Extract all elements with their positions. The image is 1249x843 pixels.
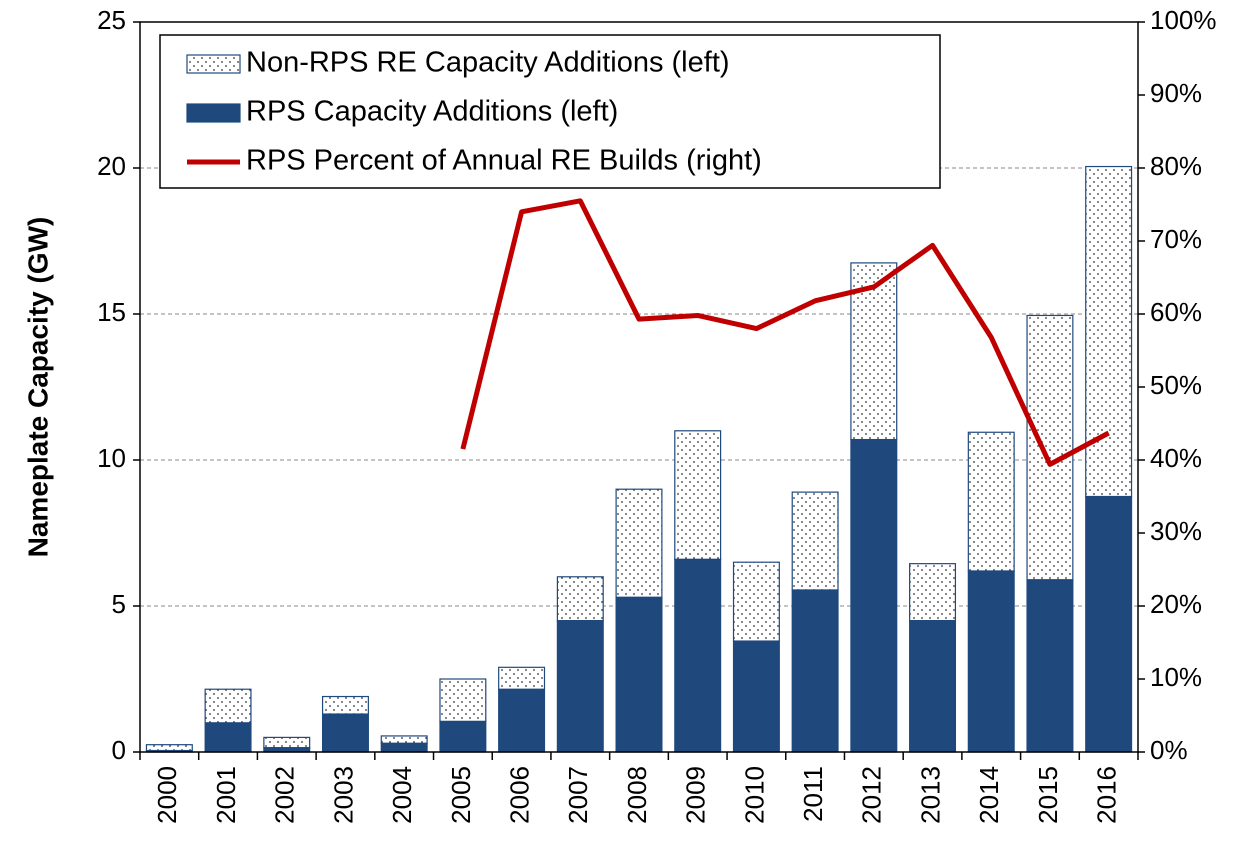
- y2-tick-label: 70%: [1150, 224, 1202, 254]
- x-tick-label: 2008: [622, 766, 652, 824]
- y-tick-label: 15: [97, 297, 126, 327]
- bar: [556, 619, 604, 753]
- bar: [850, 438, 898, 753]
- bar: [498, 666, 546, 690]
- x-tick-label: 2010: [739, 766, 769, 824]
- bar: [1026, 314, 1074, 581]
- bar: [556, 576, 604, 622]
- x-tick-label: 2002: [270, 766, 300, 824]
- bar: [145, 744, 193, 752]
- bar: [732, 640, 780, 753]
- bar: [615, 596, 663, 753]
- y2-tick-label: 80%: [1150, 151, 1202, 181]
- bar: [674, 430, 722, 560]
- bar: [909, 619, 957, 753]
- bar: [791, 589, 839, 753]
- legend-label: RPS Capacity Additions (left): [246, 96, 618, 128]
- bar: [967, 431, 1015, 572]
- y2-tick-label: 90%: [1150, 78, 1202, 108]
- y2-tick-label: 20%: [1150, 589, 1202, 619]
- bar: [909, 563, 957, 622]
- x-tick-label: 2007: [563, 766, 593, 824]
- bar: [380, 735, 428, 744]
- line: [460, 198, 1110, 467]
- x-tick-label: 2000: [152, 766, 182, 824]
- y-axis-label: Nameplate Capacity (GW): [22, 217, 53, 558]
- legend-swatch: [186, 54, 241, 74]
- legend-label: RPS Percent of Annual RE Builds (right): [246, 145, 762, 177]
- bar: [321, 695, 369, 715]
- y2-tick-label: 30%: [1150, 516, 1202, 546]
- x-tick-label: 2011: [798, 766, 828, 822]
- legend-swatch: [186, 103, 241, 123]
- y2-tick-label: 100%: [1150, 5, 1217, 35]
- plot-frame: [139, 21, 1139, 753]
- y-tick-label: 10: [97, 443, 126, 473]
- x-tick-label: 2009: [681, 766, 711, 824]
- x-tick-label: 2006: [504, 766, 534, 824]
- y-tick-label: 25: [97, 5, 126, 35]
- x-tick-label: 2003: [328, 766, 358, 824]
- bar: [1085, 165, 1133, 498]
- bar: [204, 688, 252, 724]
- bar: [321, 713, 369, 753]
- bar: [380, 742, 428, 753]
- y2-tick-label: 0%: [1150, 735, 1188, 765]
- bar: [732, 561, 780, 642]
- y-tick-label: 0: [112, 735, 126, 765]
- x-tick-label: 2015: [1033, 766, 1063, 824]
- y-tick-label: 5: [112, 589, 126, 619]
- y2-tick-label: 40%: [1150, 443, 1202, 473]
- bar: [498, 688, 546, 753]
- x-tick-label: 2013: [915, 766, 945, 824]
- bar: [791, 491, 839, 591]
- bar: [263, 736, 311, 749]
- x-tick-label: 2016: [1092, 766, 1122, 824]
- bar: [1026, 579, 1074, 753]
- y2-tick-label: 10%: [1150, 662, 1202, 692]
- bar: [439, 678, 487, 722]
- y2-tick-label: 50%: [1150, 370, 1202, 400]
- legend-label: Non-RPS RE Capacity Additions (left): [246, 47, 730, 79]
- legend-box: [159, 34, 941, 189]
- x-tick-label: 2001: [211, 766, 241, 824]
- bar: [674, 558, 722, 753]
- x-tick-label: 2005: [446, 766, 476, 824]
- y-tick-label: 20: [97, 151, 126, 181]
- bar: [204, 722, 252, 753]
- bar: [439, 720, 487, 753]
- bar: [615, 488, 663, 598]
- x-tick-label: 2014: [974, 766, 1004, 824]
- y2-tick-label: 60%: [1150, 297, 1202, 327]
- x-tick-label: 2004: [387, 766, 417, 824]
- x-tick-label: 2012: [857, 766, 887, 824]
- bar: [1085, 495, 1133, 753]
- bar: [967, 570, 1015, 753]
